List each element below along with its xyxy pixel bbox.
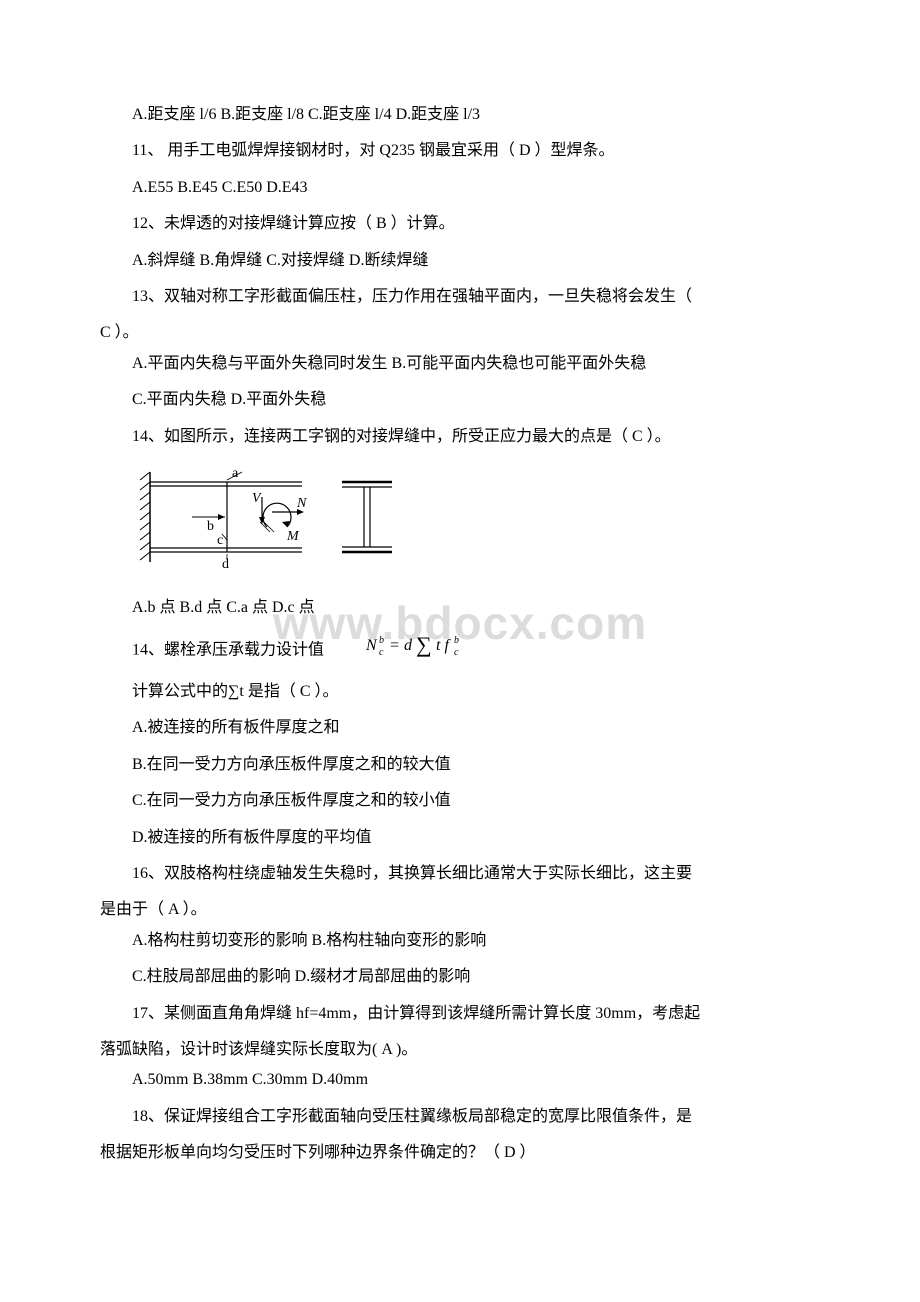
- q14b-opt-c: C.在同一受力方向承压板件厚度之和的较小值: [100, 786, 820, 816]
- svg-text:b: b: [379, 635, 384, 646]
- q18-part2: 根据矩形板单向均匀受压时下列哪种边界条件确定的？（ D ）: [100, 1138, 820, 1168]
- svg-text:t f: t f: [436, 637, 451, 654]
- q16-part2: 是由于（ A ）。: [100, 895, 820, 925]
- q13-opt1: A.平面内失稳与平面外失稳同时发生 B.可能平面内失稳也可能平面外失稳: [100, 349, 820, 379]
- svg-text:∑: ∑: [416, 632, 432, 657]
- svg-text:N: N: [365, 637, 378, 654]
- svg-text:d: d: [222, 557, 229, 572]
- q18-part1: 18、保证焊接组合工字形截面轴向受压柱翼缘板局部稳定的宽厚比限值条件，是: [100, 1102, 820, 1132]
- q12-options: A.斜焊缝 B.角焊缝 C.对接焊缝 D.断续焊缝: [100, 246, 820, 276]
- formula-image: N b c = d ∑ t f b c: [332, 630, 474, 671]
- svg-text:d: d: [404, 637, 413, 654]
- q14b-opt-b: B.在同一受力方向承压板件厚度之和的较大值: [100, 750, 820, 780]
- q11-options: A.E55 B.E45 C.E50 D.E43: [100, 173, 820, 203]
- q14b-text: 14、螺栓承压承载力设计值 N b c = d ∑ t f b c: [100, 630, 820, 671]
- svg-text:b: b: [207, 519, 214, 534]
- q14b-opt-d: D.被连接的所有板件厚度的平均值: [100, 823, 820, 853]
- q14b-part1: 14、螺栓承压承载力设计值: [132, 641, 324, 658]
- svg-text:a: a: [232, 466, 239, 481]
- svg-text:V: V: [252, 491, 262, 506]
- q12-text: 12、未焊透的对接焊缝计算应按（ B ）计算。: [100, 209, 820, 239]
- document-content: A.距支座 l/6 B.距支座 l/8 C.距支座 l/4 D.距支座 l/3 …: [100, 100, 820, 1169]
- svg-text:N: N: [296, 496, 307, 511]
- q17-part2: 落弧缺陷，设计时该焊缝实际长度取为( A )。: [100, 1035, 820, 1065]
- q16-opt2: C.柱肢局部屈曲的影响 D.缀材才局部屈曲的影响: [100, 962, 820, 992]
- q14a-options: A.b 点 B.d 点 C.a 点 D.c 点: [100, 593, 820, 623]
- weld-diagram: a b c d V N M: [132, 462, 820, 583]
- svg-text:=: =: [390, 637, 399, 654]
- q11-text: 11、 用手工电弧焊焊接钢材时，对 Q235 钢最宜采用（ D ）型焊条。: [100, 136, 820, 166]
- svg-text:c: c: [379, 647, 384, 658]
- svg-text:c: c: [217, 533, 223, 548]
- svg-text:c: c: [454, 647, 459, 658]
- q17-part1: 17、某侧面直角角焊缝 hf=4mm，由计算得到该焊缝所需计算长度 30mm，考…: [100, 999, 820, 1029]
- q16-opt1: A.格构柱剪切变形的影响 B.格构柱轴向变形的影响: [100, 926, 820, 956]
- q14b-opt-a: A.被连接的所有板件厚度之和: [100, 713, 820, 743]
- svg-text:M: M: [286, 529, 300, 544]
- svg-text:b: b: [454, 635, 459, 646]
- q14a-text: 14、如图所示，连接两工字钢的对接焊缝中，所受正应力最大的点是（ C ）。: [100, 422, 820, 452]
- q13-end: C ）。: [100, 318, 820, 348]
- q16-part1: 16、双肢格构柱绕虚轴发生失稳时，其换算长细比通常大于实际长细比，这主要: [100, 859, 820, 889]
- q13-text: 13、双轴对称工字形截面偏压柱，压力作用在强轴平面内，一旦失稳将会发生（: [100, 282, 820, 312]
- q14b-part2: 计算公式中的∑t 是指（ C ）。: [100, 677, 820, 707]
- q13-opt2: C.平面内失稳 D.平面外失稳: [100, 385, 820, 415]
- q17-options: A.50mm B.38mm C.30mm D.40mm: [100, 1065, 820, 1095]
- q10-options: A.距支座 l/6 B.距支座 l/8 C.距支座 l/4 D.距支座 l/3: [100, 100, 820, 130]
